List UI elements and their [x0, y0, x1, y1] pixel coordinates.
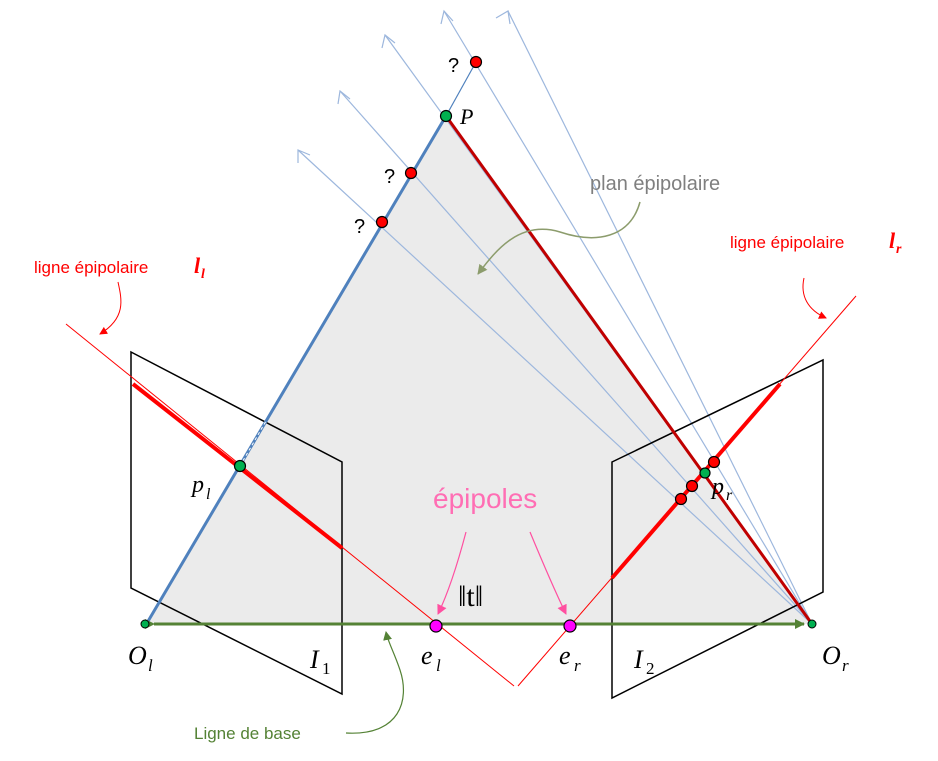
label-epipoles: épipoles: [433, 483, 537, 514]
label-ligne-de-base: Ligne de base: [194, 724, 301, 743]
label-ligne-epipolaire-right: ligne épipolaire l r: [730, 228, 902, 257]
projected-point-a: [707, 455, 721, 469]
epipolar-line-right: [610, 382, 782, 580]
I2-sub: 2: [646, 659, 655, 678]
pl-main: p: [190, 472, 204, 498]
ligne-right-text: ligne épipolaire: [730, 233, 844, 252]
ligne-left-symbol: l: [194, 253, 201, 278]
I1-main: I: [309, 645, 320, 674]
baseline-pointer: [345, 631, 404, 734]
epipole-el: [429, 619, 443, 633]
label-I1: I 1: [309, 645, 331, 678]
label-ligne-epipolaire-left: ligne épipolaire l l: [34, 253, 205, 282]
label-er: e r: [559, 641, 581, 675]
label-pl: p l: [190, 472, 211, 503]
epipole-pointer-left: [437, 531, 467, 615]
Ol-main: O: [128, 641, 147, 670]
Or-main: O: [822, 641, 841, 670]
label-Ol: O l: [128, 641, 153, 675]
point-P: [439, 109, 453, 123]
ligne-left-text: ligne épipolaire: [34, 258, 148, 277]
ligne-right-sub: r: [896, 242, 902, 257]
el-sub: l: [436, 656, 441, 675]
candidate-point-2: [404, 166, 418, 180]
candidate-point-1: [469, 55, 483, 69]
epipole-er: [563, 619, 577, 633]
er-sub: r: [574, 656, 581, 675]
candidate-point-3: [375, 215, 389, 229]
label-q1: ?: [448, 55, 459, 77]
pl-sub: l: [206, 486, 211, 503]
label-el: e l: [421, 641, 441, 675]
label-t-norm: ‖t‖: [458, 580, 483, 613]
plane-pointer: [477, 201, 641, 275]
label-I2: I 2: [633, 645, 655, 678]
ray-P-beyond: [445, 61, 477, 117]
pr-main: p: [710, 474, 724, 500]
ray-Ol-P: [145, 115, 448, 624]
label-q3: ?: [354, 216, 365, 238]
label-pr: p r: [710, 474, 733, 504]
point-pr: [699, 467, 711, 479]
epipolar-line-left-pointer: [99, 281, 122, 335]
ligne-right-symbol: l: [889, 228, 896, 253]
label-q2: ?: [384, 166, 395, 188]
ray-P-Or: [444, 115, 814, 625]
el-main: e: [421, 641, 433, 670]
optical-center-Or: [807, 619, 817, 629]
projected-point-b: [685, 479, 699, 493]
er-main: e: [559, 641, 571, 670]
I2-main: I: [633, 645, 644, 674]
point-pl: [233, 459, 247, 473]
projected-point-c: [674, 492, 688, 506]
epipolar-line-right-pointer: [802, 277, 827, 319]
ligne-left-sub: l: [201, 267, 205, 282]
I1-sub: 1: [322, 659, 331, 678]
pr-sub: r: [726, 487, 733, 504]
label-plan-epipolaire: plan épipolaire: [590, 173, 720, 195]
Ol-sub: l: [148, 656, 153, 675]
epipolar-plane: [145, 116, 812, 624]
image-plane-I1: [130, 350, 343, 696]
label-P: P: [459, 104, 473, 129]
epipole-pointer-right: [529, 531, 567, 615]
ray-hidden: [239, 420, 267, 467]
label-Or: O r: [822, 641, 849, 675]
optical-center-Ol: [140, 619, 150, 629]
Or-sub: r: [842, 656, 849, 675]
